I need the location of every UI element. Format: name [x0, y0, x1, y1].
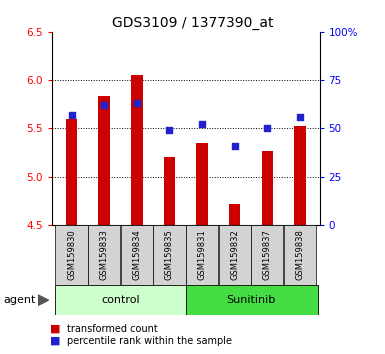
FancyBboxPatch shape [88, 225, 120, 285]
FancyBboxPatch shape [153, 225, 186, 285]
Polygon shape [38, 295, 49, 306]
FancyBboxPatch shape [55, 225, 88, 285]
Point [232, 143, 238, 149]
Text: GSM159833: GSM159833 [100, 229, 109, 280]
FancyBboxPatch shape [251, 225, 283, 285]
Bar [99, 97, 110, 225]
Bar [66, 119, 77, 225]
Text: GSM159834: GSM159834 [132, 229, 141, 280]
Bar [262, 150, 273, 225]
Bar [131, 75, 142, 225]
Point [69, 112, 75, 118]
Bar [196, 143, 208, 225]
Text: ■: ■ [50, 336, 60, 346]
Text: GSM159832: GSM159832 [230, 229, 239, 280]
Point [199, 122, 205, 127]
Text: ■: ■ [50, 324, 60, 333]
Point [166, 127, 172, 133]
Point [101, 102, 107, 108]
FancyBboxPatch shape [219, 225, 251, 285]
Text: GDS3109 / 1377390_at: GDS3109 / 1377390_at [112, 16, 273, 30]
Bar [229, 204, 240, 225]
Point [297, 114, 303, 120]
Text: agent: agent [4, 295, 36, 305]
Bar [294, 126, 306, 225]
Text: GSM159830: GSM159830 [67, 229, 76, 280]
FancyBboxPatch shape [55, 285, 188, 315]
FancyBboxPatch shape [121, 225, 153, 285]
Text: transformed count: transformed count [67, 324, 158, 333]
Bar [164, 157, 175, 225]
Point [264, 126, 270, 131]
Text: control: control [101, 295, 140, 305]
Text: GSM159831: GSM159831 [198, 229, 207, 280]
Text: GSM159835: GSM159835 [165, 229, 174, 280]
FancyBboxPatch shape [186, 285, 318, 315]
Text: GSM159838: GSM159838 [295, 229, 305, 280]
Point [134, 101, 140, 106]
FancyBboxPatch shape [186, 225, 218, 285]
FancyBboxPatch shape [284, 225, 316, 285]
Text: GSM159837: GSM159837 [263, 229, 272, 280]
Text: percentile rank within the sample: percentile rank within the sample [67, 336, 233, 346]
Text: Sunitinib: Sunitinib [226, 295, 276, 305]
